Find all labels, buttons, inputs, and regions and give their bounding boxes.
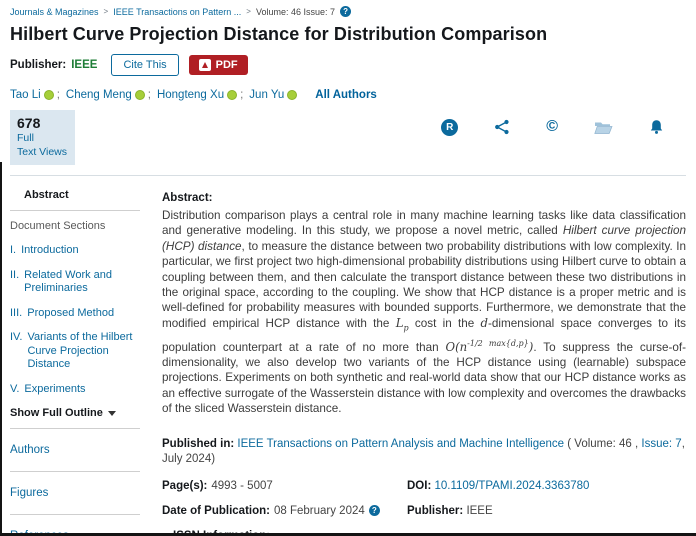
pdf-button-label: PDF (215, 59, 238, 71)
author-separator: ; (240, 89, 244, 101)
document-sidebar: Abstract Document Sections I. Introducti… (0, 176, 150, 536)
readcube-icon[interactable]: R (441, 118, 459, 136)
abstract-text: Distribution comparison plays a central … (162, 209, 687, 416)
all-authors-link[interactable]: All Authors (315, 89, 377, 101)
page-title: Hilbert Curve Projection Distance for Di… (10, 24, 548, 44)
full-text-views-count: 678 (17, 115, 41, 131)
orcid-icon[interactable] (43, 90, 54, 100)
sidebar-section-related-work[interactable]: II. Related Work and Preliminaries (10, 268, 113, 295)
breadcrumb-journals-magazines[interactable]: Journals & Magazines (10, 6, 99, 17)
sidebar-divider (10, 471, 140, 472)
caret-down-icon (107, 410, 116, 416)
full-text-views-label: Text Views (17, 146, 67, 158)
orcid-icon[interactable] (227, 90, 238, 100)
document-sections-list: I. Introduction II. Related Work and Pre… (10, 244, 144, 396)
folder-icon[interactable] (594, 118, 613, 136)
publisher-label: Publisher: (10, 59, 67, 71)
pages-cell: Page(s): 4993 - 5007 (162, 479, 273, 492)
sidebar-divider (10, 514, 140, 515)
issue-link[interactable]: Issue: 7 (641, 437, 682, 450)
authors-row: Tao Li ; Cheng Meng ; Hongteng Xu ; Jun … (10, 89, 686, 101)
journal-link[interactable]: IEEE Transactions on Pattern Analysis an… (237, 437, 565, 450)
action-icon-bar: R © (441, 118, 664, 136)
article-content: Abstract: Distribution comparison plays … (150, 176, 696, 536)
date-of-publication-cell: Date of Publication: 08 February 2024 ? (162, 505, 407, 517)
doi-link[interactable]: 10.1109/TPAMI.2024.3363780 (434, 479, 590, 492)
pdf-button[interactable]: PDF (188, 55, 248, 75)
author-link[interactable]: Jun Yu (249, 89, 285, 101)
sidebar-divider (10, 210, 140, 211)
date-value: 08 February 2024 (273, 504, 365, 517)
pdf-file-icon (198, 59, 211, 71)
issn-information-toggle[interactable]: ISSN Information: (159, 530, 686, 536)
copyright-icon[interactable]: © (546, 118, 558, 135)
header-divider (10, 175, 686, 176)
author-separator: ; (56, 89, 60, 101)
full-text-views-label: Full (17, 132, 34, 144)
author-link[interactable]: Cheng Meng (65, 89, 132, 101)
author-link[interactable]: Hongteng Xu (156, 89, 225, 101)
help-icon[interactable]: ? (340, 6, 352, 17)
sidebar-item-figures[interactable]: Figures (10, 487, 49, 499)
document-sections-label: Document Sections (10, 220, 106, 232)
pages-value: 4993 - 5007 (211, 479, 273, 492)
orcid-icon[interactable] (134, 90, 145, 100)
doi-cell: DOI: 10.1109/TPAMI.2024.3363780 (407, 479, 590, 492)
breadcrumb-journal[interactable]: IEEE Transactions on Pattern ... (113, 6, 242, 17)
abstract-heading: Abstract: (162, 192, 213, 204)
sidebar-item-authors[interactable]: Authors (10, 444, 50, 456)
author-separator: ; (147, 89, 151, 101)
breadcrumb-separator: > (103, 7, 109, 16)
breadcrumb-current-issue: Volume: 46 Issue: 7 (255, 6, 336, 17)
stats-row: 678 Full Text Views R (10, 110, 686, 165)
sidebar-section-experiments[interactable]: V. Experiments (10, 382, 86, 395)
publisher-value: IEEE (71, 59, 98, 71)
breadcrumb: Journals & Magazines > IEEE Transactions… (10, 6, 686, 17)
window-frame-left (0, 162, 2, 536)
published-in-row: Published in: IEEE Transactions on Patte… (162, 437, 685, 465)
breadcrumb-separator: > (246, 7, 251, 16)
sidebar-item-abstract[interactable]: Abstract (24, 189, 69, 201)
orcid-icon[interactable] (287, 90, 298, 100)
show-full-outline-button[interactable]: Show Full Outline (10, 407, 144, 419)
alerts-bell-icon[interactable] (649, 118, 664, 136)
publisher-cell: Publisher: IEEE (407, 504, 493, 517)
help-icon[interactable]: ? (368, 505, 380, 516)
publisher-value: IEEE (466, 504, 493, 517)
window-frame-bottom (0, 533, 696, 536)
author-link[interactable]: Tao Li (10, 89, 41, 101)
sidebar-section-variants[interactable]: IV. Variants of the Hilbert Curve Projec… (10, 331, 133, 370)
body: Abstract Document Sections I. Introducti… (0, 176, 696, 536)
cite-this-button[interactable]: Cite This (111, 54, 179, 76)
sidebar-divider (10, 428, 140, 429)
full-text-views-box: 678 Full Text Views (10, 110, 75, 165)
sidebar-section-proposed-method[interactable]: III. Proposed Method (10, 306, 115, 319)
pages-doi-row: Page(s): 4993 - 5007 DOI: 10.1109/TPAMI.… (162, 480, 686, 492)
date-publisher-row: Date of Publication: 08 February 2024 ? … (162, 505, 686, 517)
share-icon[interactable] (494, 118, 510, 136)
page-header: Journals & Magazines > IEEE Transactions… (0, 0, 696, 176)
sidebar-section-introduction[interactable]: I. Introduction (10, 244, 79, 256)
publisher-bar: Publisher: IEEE Cite This PDF (10, 54, 686, 76)
